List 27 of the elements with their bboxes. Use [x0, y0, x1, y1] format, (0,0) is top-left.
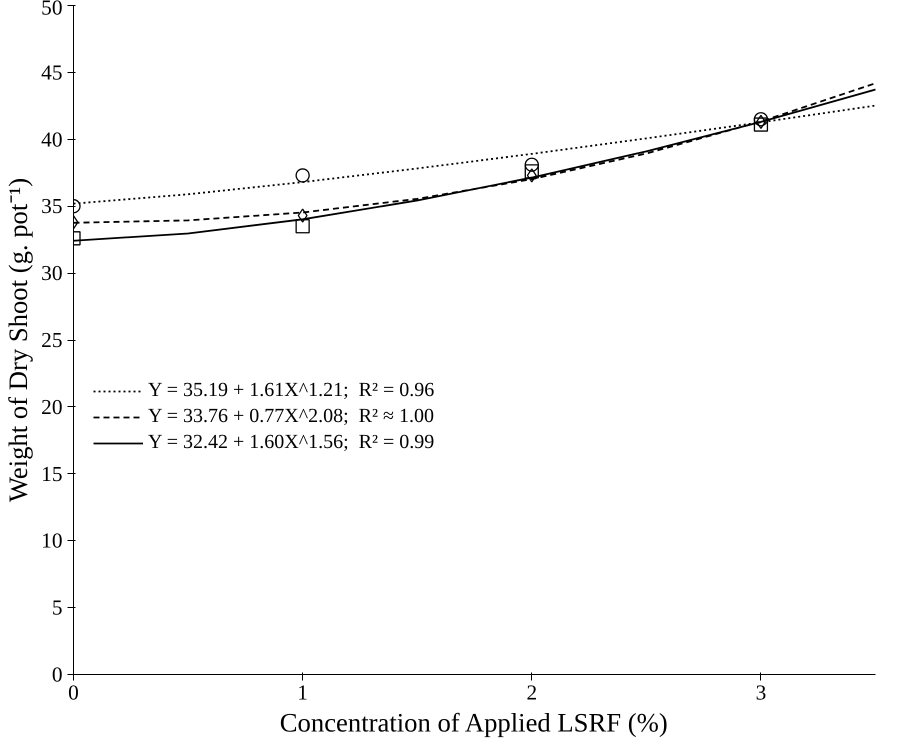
x-tick-label: 0: [68, 680, 79, 704]
y-tick-label: 20: [41, 394, 62, 419]
y-tick-label: 30: [41, 261, 62, 286]
point: [524, 158, 539, 172]
legend-label: Y = 33.76 + 0.77X^2.08; R² ≈ 1.00: [148, 405, 434, 428]
point: [295, 219, 310, 234]
x-axis-title: Concentration of Applied LSRF (%): [280, 708, 668, 738]
point: [754, 112, 768, 126]
legend-label: Y = 35.19 + 1.61X^1.21; R² = 0.96: [148, 379, 434, 402]
point: [298, 208, 308, 223]
point: [524, 164, 539, 179]
point: [526, 168, 537, 183]
y-tick-label: 40: [41, 127, 62, 152]
y-tick-label: 5: [52, 596, 63, 620]
y-tick-label: 10: [41, 528, 62, 553]
x-tick-label: 1: [297, 680, 308, 704]
y-tick-label: 35: [41, 194, 62, 218]
y-tick-label: 50: [41, 0, 62, 20]
x-tick-label: 3: [756, 680, 766, 704]
y-axis-title: Weight of Dry Shoot (g. pot⁻¹): [3, 178, 34, 502]
y-tick-label: 0: [52, 662, 63, 686]
y-tick-label: 15: [41, 462, 62, 486]
x-tick-label: 2: [526, 680, 538, 704]
y-tick-label: 45: [41, 60, 62, 84]
legend-label: Y = 32.42 + 1.60X^1.56; R² = 0.99: [148, 431, 434, 454]
point: [295, 168, 310, 183]
y-tick-label: 25: [41, 328, 62, 352]
